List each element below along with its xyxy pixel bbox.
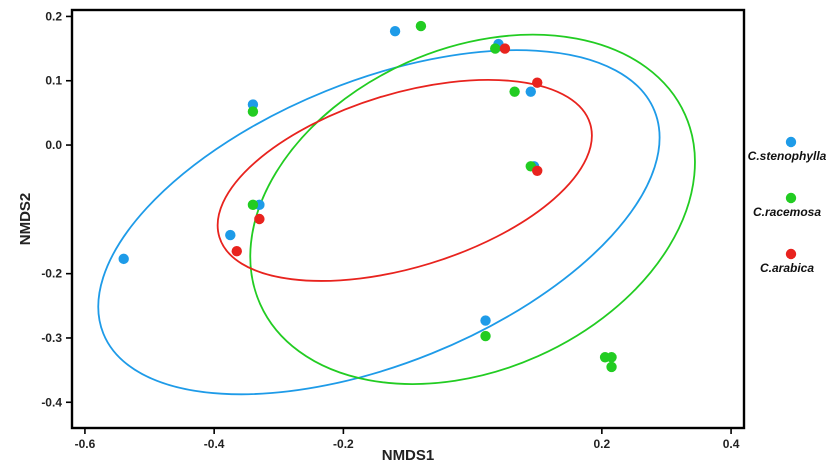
legend-label-c-stenophylla: C.stenophylla bbox=[748, 149, 827, 163]
plot-frame bbox=[70, 8, 746, 430]
x-tick-label: -0.2 bbox=[333, 437, 354, 451]
x-axis-title: NMDS1 bbox=[382, 447, 435, 464]
legend: C.stenophylla C.racemosa C.arabica bbox=[748, 136, 827, 275]
point-c-racemosa-5 bbox=[509, 86, 520, 97]
y-tick-label: 0.0 bbox=[45, 138, 62, 152]
legend-marker-c-stenophylla bbox=[785, 136, 797, 148]
point-c-racemosa-4 bbox=[490, 43, 501, 54]
legend-marker-c-racemosa bbox=[785, 192, 797, 204]
point-c-racemosa-10 bbox=[606, 361, 617, 373]
y-tick-label: -0.2 bbox=[41, 267, 62, 281]
legend-label-c-racemosa: C.racemosa bbox=[753, 205, 821, 219]
point-c-arabica-3 bbox=[499, 43, 511, 54]
point-c-racemosa-3 bbox=[247, 199, 259, 211]
point-c-stenophylla-9 bbox=[480, 315, 491, 326]
ellipse-c-stenophylla bbox=[97, 49, 661, 396]
x-tick-label: -0.4 bbox=[204, 437, 225, 451]
ellipse-c-racemosa bbox=[249, 33, 696, 385]
point-c-stenophylla-2 bbox=[389, 26, 401, 37]
point-c-stenophylla-5 bbox=[225, 229, 236, 241]
y-axis-title: NMDS2 bbox=[17, 193, 34, 246]
point-c-arabica-2 bbox=[231, 245, 242, 257]
point-c-racemosa-2 bbox=[247, 106, 259, 117]
x-tick-label: 0.2 bbox=[594, 437, 611, 451]
point-c-arabica-1 bbox=[254, 213, 265, 225]
point-c-arabica-4 bbox=[532, 77, 543, 88]
point-c-racemosa-9 bbox=[606, 352, 617, 363]
y-tick-label: 0.1 bbox=[45, 74, 62, 88]
point-c-racemosa-1 bbox=[415, 20, 427, 32]
legend-label-c-arabica: C.arabica bbox=[760, 261, 814, 275]
x-tick-label: -0.6 bbox=[75, 437, 96, 451]
y-tick-label: -0.3 bbox=[41, 331, 62, 345]
point-c-racemosa-7 bbox=[480, 330, 491, 342]
point-c-stenophylla-7 bbox=[525, 86, 536, 97]
y-tick-label: -0.4 bbox=[41, 395, 62, 409]
y-tick-label: 0.2 bbox=[45, 9, 62, 23]
point-c-stenophylla-1 bbox=[118, 253, 129, 265]
legend-marker-c-arabica bbox=[785, 248, 797, 260]
x-tick-label: 0.4 bbox=[723, 437, 740, 451]
ellipse-c-arabica bbox=[216, 78, 593, 282]
point-c-arabica-5 bbox=[532, 165, 543, 176]
